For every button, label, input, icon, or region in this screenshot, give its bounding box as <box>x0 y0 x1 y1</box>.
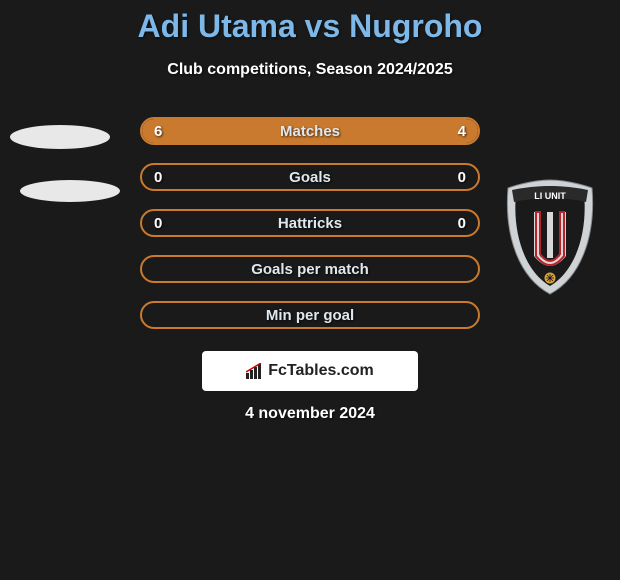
left-player-placeholder-1 <box>10 125 110 149</box>
stat-left-value: 6 <box>154 123 162 140</box>
stat-right-value: 0 <box>458 169 466 186</box>
brand-text: FcTables.com <box>268 362 374 380</box>
page-title: Adi Utama vs Nugroho <box>0 8 620 45</box>
bar-chart-icon <box>246 363 264 379</box>
stat-label: Goals <box>289 169 331 186</box>
stat-label: Min per goal <box>266 307 354 324</box>
stat-label: Hattricks <box>278 215 342 232</box>
stat-row: Min per goal <box>140 301 480 329</box>
stat-row: 6 Matches 4 <box>140 117 480 145</box>
brand-logo: FcTables.com <box>202 351 418 391</box>
stat-right-value: 4 <box>458 123 466 140</box>
stat-left-value: 0 <box>154 215 162 232</box>
badge-banner-text: LI UNIT <box>534 191 566 201</box>
stat-label: Matches <box>280 123 340 140</box>
stat-label: Goals per match <box>251 261 369 278</box>
left-player-placeholder-2 <box>20 180 120 202</box>
stat-row: Goals per match <box>140 255 480 283</box>
stat-left-value: 0 <box>154 169 162 186</box>
stat-right-value: 0 <box>458 215 466 232</box>
club-badge: LI UNIT <box>500 178 600 296</box>
date-label: 4 november 2024 <box>0 405 620 423</box>
subtitle: Club competitions, Season 2024/2025 <box>0 61 620 79</box>
stat-row: 0 Goals 0 <box>140 163 480 191</box>
stat-row: 0 Hattricks 0 <box>140 209 480 237</box>
